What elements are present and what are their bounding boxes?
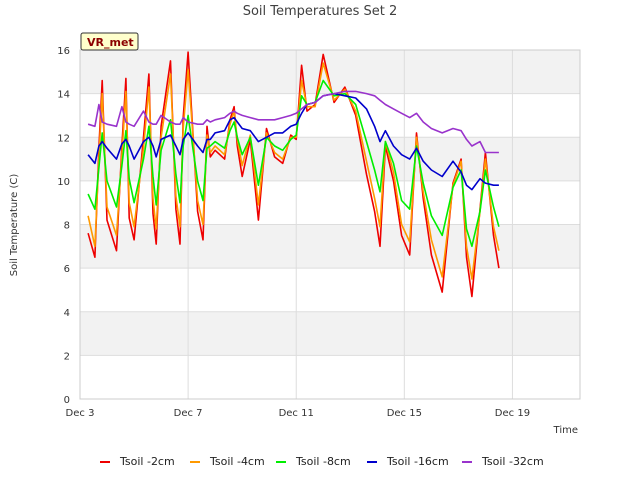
y-tick-label: 2 — [64, 351, 70, 362]
legend-item: Tsoil -16cm — [367, 455, 449, 468]
plot-band — [80, 224, 580, 269]
legend: Tsoil -2cm Tsoil -4cm Tsoil -8cm Tsoil -16c… — [100, 455, 544, 468]
x-tick-label: Dec 15 — [387, 408, 422, 419]
x-tick-label: Dec 19 — [495, 408, 530, 419]
y-tick-label: 4 — [64, 308, 70, 319]
plot-border — [79, 49, 581, 400]
legend-label: Tsoil -2cm — [119, 455, 175, 468]
y-axis-label: Soil Temperature (C) — [9, 174, 20, 277]
x-axis-label: Time — [553, 425, 578, 436]
y-tick-label: 14 — [57, 90, 70, 101]
y-tick-label: 10 — [57, 177, 70, 188]
y-tick-label: 6 — [64, 264, 70, 275]
y-tick-label: 16 — [57, 46, 70, 57]
y-tick-label: 0 — [64, 395, 70, 406]
legend-item: Tsoil -2cm — [100, 455, 175, 468]
legend-label: Tsoil -8cm — [295, 455, 351, 468]
x-tick-label: Dec 11 — [279, 408, 314, 419]
plot-band — [80, 311, 580, 356]
y-tick-label: 12 — [57, 133, 70, 144]
x-tick-label: Dec 3 — [66, 408, 95, 419]
y-tick-label: 8 — [64, 221, 70, 232]
station-badge-box — [80, 32, 139, 51]
legend-label: Tsoil -16cm — [386, 455, 449, 468]
station-badge-label: VR_met — [87, 36, 134, 49]
plot-band — [80, 137, 580, 181]
series-layer — [87, 51, 500, 298]
series-line-2 — [87, 79, 500, 248]
series-line-3 — [87, 92, 499, 191]
x-tick-label: Dec 7 — [174, 408, 203, 419]
legend-label: Tsoil -32cm — [481, 455, 544, 468]
series-line-4 — [87, 90, 499, 154]
axes: 0 2 4 6 8 10 12 14 16 Dec 3 Dec 7 Dec 11 Dec 15 Dec 1… — [57, 46, 581, 419]
legend-item: Tsoil -32cm — [462, 455, 544, 468]
legend-item: Tsoil -4cm — [190, 455, 265, 468]
chart-title: Soil Temperatures Set 2 — [243, 4, 398, 19]
station-badge: VR_met — [80, 32, 139, 51]
legend-label: Tsoil -4cm — [209, 455, 265, 468]
legend-item: Tsoil -8cm — [276, 455, 351, 468]
